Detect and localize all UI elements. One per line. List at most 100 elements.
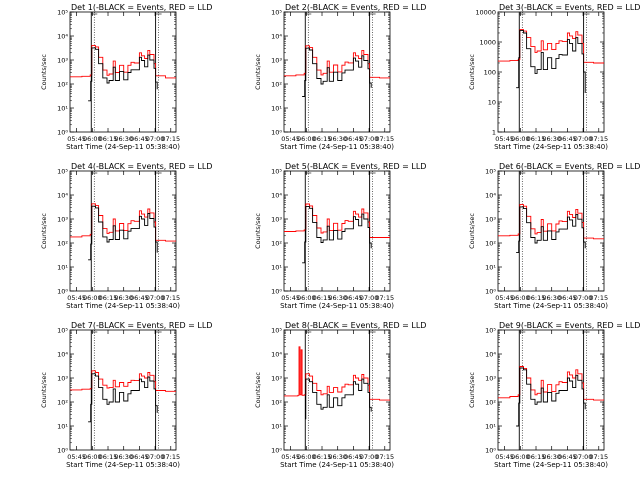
- y-tick-label: 10³: [57, 375, 68, 383]
- x-tick-label: 05:45: [495, 294, 514, 302]
- x-tick-label: 06:00: [83, 453, 102, 461]
- series-line-black: [302, 47, 372, 97]
- y-tick-label: 10⁰: [485, 288, 496, 296]
- y-axis-label: Counts/sec: [468, 54, 476, 90]
- x-tick-label: 06:00: [511, 294, 530, 302]
- x-axis-label: Start Time (24-Sep-11 05:38:40): [494, 302, 608, 310]
- plot-frame: [283, 170, 391, 292]
- panel-title: Det 5(-BLACK = Events, RED = LLD: [285, 162, 426, 171]
- x-tick-label: 07:00: [574, 135, 593, 143]
- x-tick-label: 05:45: [281, 135, 300, 143]
- x-tick-label: 06:15: [99, 294, 118, 302]
- y-tick-label: 10¹: [57, 105, 68, 113]
- plot-frame: [497, 11, 605, 133]
- x-tick-label: 06:15: [313, 135, 332, 143]
- series-line-black: [305, 378, 372, 420]
- x-tick-label: 07:15: [589, 294, 608, 302]
- x-tick-label: 05:45: [281, 453, 300, 461]
- x-tick-label: 07:00: [574, 453, 593, 461]
- x-tick-label: 07:15: [589, 453, 608, 461]
- y-axis-label: Counts/sec: [254, 213, 262, 249]
- y-tick-label: 10⁴: [271, 351, 282, 359]
- y-tick-label: 10²: [271, 81, 282, 89]
- series-line-black: [516, 206, 586, 254]
- x-tick-label: 06:15: [527, 294, 546, 302]
- x-axis-label: Start Time (24-Sep-11 05:38:40): [280, 143, 394, 151]
- plot-frame: [69, 329, 177, 451]
- x-tick-label: 06:00: [83, 135, 102, 143]
- x-tick-label: 06:45: [558, 453, 577, 461]
- y-tick-label: 1: [492, 129, 496, 137]
- x-tick-label: 06:30: [542, 135, 561, 143]
- series-line-black: [516, 367, 586, 427]
- series-line-red: [284, 346, 390, 401]
- panel-title: Det 2(-BLACK = Events, RED = LLD: [285, 3, 426, 12]
- y-tick-label: 10¹: [485, 264, 496, 272]
- y-tick-label: 10²: [57, 81, 68, 89]
- y-tick-label: 10³: [485, 375, 496, 383]
- x-tick-label: 05:45: [495, 135, 514, 143]
- y-tick-label: 10⁴: [271, 33, 282, 41]
- y-tick-label: 10⁰: [271, 288, 282, 296]
- x-axis-label: Start Time (24-Sep-11 05:38:40): [494, 143, 608, 151]
- series-line-black: [88, 47, 158, 102]
- x-tick-label: 06:15: [99, 453, 118, 461]
- y-tick-label: 10²: [271, 399, 282, 407]
- x-axis-label: Start Time (24-Sep-11 05:38:40): [494, 461, 608, 469]
- y-tick-label: 10⁴: [57, 33, 68, 41]
- x-tick-label: 06:30: [328, 135, 347, 143]
- y-tick-label: 10²: [57, 399, 68, 407]
- x-axis-label: Start Time (24-Sep-11 05:38:40): [280, 461, 394, 469]
- x-axis-label: Start Time (24-Sep-11 05:38:40): [66, 143, 180, 151]
- y-axis-label: Counts/sec: [40, 54, 48, 90]
- panel-title: Det 1(-BLACK = Events, RED = LLD: [71, 3, 212, 12]
- y-tick-label: 10⁰: [485, 447, 496, 455]
- y-tick-label: 10³: [57, 57, 68, 65]
- x-tick-label: 06:30: [542, 453, 561, 461]
- x-tick-label: 07:00: [360, 135, 379, 143]
- x-tick-label: 05:45: [67, 135, 86, 143]
- detector-panel-5: Det 5(-BLACK = Events, RED = LLD05:4506:…: [254, 162, 426, 310]
- y-tick-label: 10⁵: [485, 327, 496, 335]
- y-tick-label: 10⁰: [57, 288, 68, 296]
- plot-frame: [497, 170, 605, 292]
- y-tick-label: 10⁰: [57, 447, 68, 455]
- plot-frame: [497, 329, 605, 451]
- x-tick-label: 06:45: [130, 453, 149, 461]
- y-tick-label: 10⁵: [271, 9, 282, 17]
- y-tick-label: 10⁴: [271, 192, 282, 200]
- y-tick-label: 10⁵: [485, 168, 496, 176]
- y-tick-label: 10⁵: [271, 168, 282, 176]
- x-tick-label: 07:15: [161, 294, 180, 302]
- x-tick-label: 06:00: [297, 135, 316, 143]
- y-tick-label: 100: [484, 69, 496, 77]
- plot-frame: [69, 11, 177, 133]
- x-tick-label: 07:15: [375, 453, 394, 461]
- panel-title: Det 6(-BLACK = Events, RED = LLD: [499, 162, 640, 171]
- x-axis-label: Start Time (24-Sep-11 05:38:40): [280, 302, 394, 310]
- x-tick-label: 07:15: [161, 135, 180, 143]
- plot-frame: [283, 329, 391, 451]
- plot-frame: [69, 170, 177, 292]
- series-line-red: [70, 370, 176, 392]
- y-tick-label: 10⁴: [485, 351, 496, 359]
- detector-panel-7: Det 7(-BLACK = Events, RED = LLD05:4506:…: [40, 321, 212, 469]
- x-tick-label: 06:00: [297, 294, 316, 302]
- y-tick-label: 10³: [271, 375, 282, 383]
- y-tick-label: 10¹: [271, 105, 282, 113]
- series-line-black: [88, 205, 158, 261]
- plot-frame: [283, 11, 391, 133]
- x-tick-label: 05:45: [495, 453, 514, 461]
- panel-title: Det 7(-BLACK = Events, RED = LLD: [71, 321, 212, 330]
- x-tick-label: 06:00: [511, 135, 530, 143]
- x-tick-label: 06:45: [558, 135, 577, 143]
- detector-panel-4: Det 4(-BLACK = Events, RED = LLD05:4506:…: [40, 162, 212, 310]
- y-tick-label: 10000: [475, 9, 496, 17]
- y-axis-label: Counts/sec: [40, 372, 48, 408]
- y-tick-label: 10⁴: [485, 192, 496, 200]
- x-tick-label: 07:15: [161, 453, 180, 461]
- x-tick-label: 06:30: [542, 294, 561, 302]
- y-tick-label: 10¹: [271, 423, 282, 431]
- x-tick-label: 07:15: [589, 135, 608, 143]
- series-line-red: [498, 204, 604, 240]
